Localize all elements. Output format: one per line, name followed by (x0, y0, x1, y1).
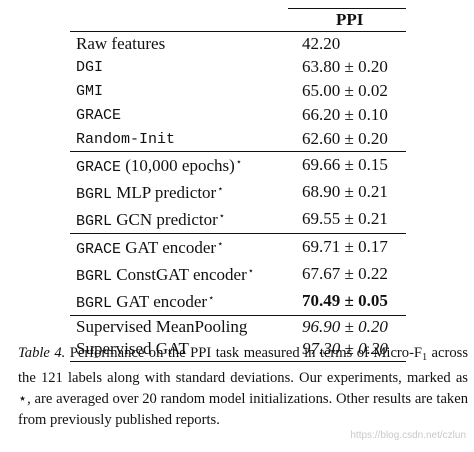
method-code-name: BGRL (76, 212, 113, 230)
table-row: GRACE 66.20 ± 0.10 (70, 103, 406, 127)
score-cell: 66.20 ± 0.10 (302, 104, 388, 124)
score-cell: 70.49 ± 0.05 (302, 291, 388, 311)
caption-label: Table 4. (18, 345, 66, 361)
header-empty-cell (70, 9, 288, 32)
method-variant: GCN predictor (116, 209, 218, 229)
method-variant: GAT encoder (125, 237, 217, 257)
method-name: Random-Init (76, 130, 176, 148)
star-marker: ⋆ (208, 292, 215, 304)
score-cell: 69.66 ± 0.15 (288, 150, 406, 179)
score-cell: 68.90 ± 0.21 (302, 182, 388, 202)
method-cell: GRACE (10,000 epochs)⋆ (70, 150, 288, 179)
method-cell: GRACE (70, 103, 288, 127)
table-row: Supervised GAT 97.30 ± 0.20 (70, 338, 406, 362)
method-variant: MLP predictor (116, 182, 217, 202)
caption-text-2: across the 121 labels along with standar… (18, 345, 468, 428)
method-variant: GAT encoder (116, 291, 208, 311)
method-cell: DGI (70, 55, 288, 79)
method-cell: GRACE GAT encoder⋆ (70, 232, 288, 261)
caption-text-1: Performance on the PPI task measured in … (65, 345, 423, 361)
table-row: Supervised MeanPooling 96.90 ± 0.20 (70, 314, 406, 339)
table-row: GRACE GAT encoder⋆ 69.71 ± 0.17 (70, 232, 406, 261)
score-cell: 63.80 ± 0.20 (302, 56, 388, 76)
star-marker: ⋆ (235, 156, 243, 168)
table-caption: Table 4. Performance on the PPI task mea… (18, 343, 468, 431)
star-marker: ⋆ (247, 265, 255, 277)
method-cell: BGRL GAT encoder⋆ (70, 288, 288, 316)
table-row: DGI 63.80 ± 0.20 (70, 55, 406, 79)
method-code-name: BGRL (76, 267, 113, 285)
table-row: BGRL MLP predictor⋆ 68.90 ± 0.21 (70, 179, 406, 206)
method-cell: Supervised MeanPooling (70, 314, 288, 339)
method-cell: Random-Init (70, 127, 288, 152)
star-marker: ⋆ (217, 183, 224, 195)
score-cell: 96.90 ± 0.20 (288, 314, 406, 339)
method-code-name: GRACE (76, 240, 122, 258)
table-row: GRACE (10,000 epochs)⋆ 69.66 ± 0.15 (70, 150, 406, 179)
method-name: DGI (76, 58, 104, 76)
caption-subscript: 1 (422, 352, 428, 363)
score-cell: 67.67 ± 0.22 (302, 264, 388, 284)
table-row: BGRL GAT encoder⋆ 70.49 ± 0.05 (70, 288, 406, 316)
method-variant: ConstGAT encoder (116, 264, 247, 284)
star-marker: ⋆ (218, 210, 226, 222)
watermark: https://blog.csdn.net/czlun (350, 430, 466, 441)
method-variant: (10,000 epochs) (125, 155, 235, 175)
score-cell: 62.60 ± 0.20 (302, 128, 388, 148)
method-cell: Raw features (70, 31, 288, 55)
method-code-name: BGRL (76, 185, 113, 203)
method-name: GRACE (76, 106, 122, 124)
star-marker: ⋆ (217, 238, 224, 250)
method-name: GMI (76, 82, 104, 100)
score-cell: 69.55 ± 0.21 (302, 209, 388, 229)
method-name: Raw features (76, 33, 166, 53)
method-name: Supervised GAT (76, 339, 189, 359)
header-ppi: PPI (288, 7, 406, 32)
table-row: Raw features 42.20 (70, 31, 406, 55)
table-body: Raw features 42.20 DGI 63.80 ± 0.20 GMI 65.00… (70, 31, 406, 362)
method-cell: BGRL ConstGAT encoder⋆ (70, 261, 288, 288)
method-cell: GMI (70, 79, 288, 103)
method-cell: Supervised GAT (70, 338, 288, 362)
score-cell: 97.30 ± 0.20 (288, 338, 406, 362)
method-cell: BGRL GCN predictor⋆ (70, 206, 288, 234)
method-cell: BGRL MLP predictor⋆ (70, 179, 288, 206)
method-name: Supervised MeanPooling (76, 316, 248, 336)
score-cell: 65.00 ± 0.02 (302, 80, 388, 100)
method-code-name: GRACE (76, 158, 122, 176)
score-cell: 69.71 ± 0.17 (288, 232, 406, 261)
table-row: BGRL ConstGAT encoder⋆ 67.67 ± 0.22 (70, 261, 406, 288)
table-row: GMI 65.00 ± 0.02 (70, 79, 406, 103)
score-cell: 42.20 (288, 31, 406, 55)
table-row: Random-Init 62.60 ± 0.20 (70, 127, 406, 152)
results-table: PPI Raw features 42.20 DGI 63.80 ± 0.20 GMI 6… (70, 7, 406, 362)
table-row: BGRL GCN predictor⋆ 69.55 ± 0.21 (70, 206, 406, 234)
method-code-name: BGRL (76, 294, 113, 312)
table-header-row: PPI (70, 7, 406, 32)
